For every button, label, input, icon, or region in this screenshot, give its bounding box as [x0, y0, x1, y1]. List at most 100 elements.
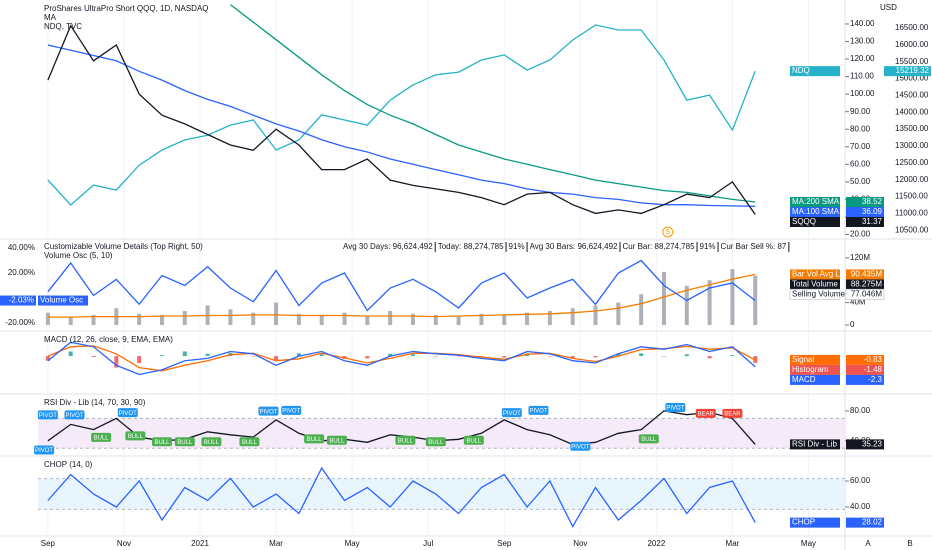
series-line	[47, 44, 756, 207]
bar	[45, 356, 50, 361]
signal-tag	[91, 432, 112, 442]
y-tick-label: 40M	[850, 298, 866, 307]
signal-label: PIVOT	[666, 406, 684, 412]
tag-name-box	[790, 216, 840, 227]
signal-label: PIVOT	[35, 448, 53, 454]
volume-stat: Cur Bar: 88,274,785	[622, 242, 695, 251]
series-line	[47, 24, 756, 215]
bar	[547, 310, 552, 325]
signal-tag	[304, 434, 325, 444]
bar	[137, 313, 142, 325]
y2-tick-label: 16000.00	[895, 40, 929, 49]
bar	[159, 314, 164, 325]
tag-name: Histogram	[792, 365, 829, 374]
bar	[228, 309, 233, 325]
volume-stat: Cur Bar Sell %: 87	[721, 242, 787, 251]
signal-label: BULL	[128, 434, 144, 440]
tag-value: 28.02	[862, 518, 883, 527]
signal-tag	[501, 408, 522, 418]
bar	[616, 302, 621, 325]
marks	[38, 4, 845, 528]
tag-name: Total Volume	[792, 280, 838, 289]
bar	[388, 353, 393, 357]
y-tick-label: 0	[850, 320, 855, 329]
bar	[684, 354, 689, 357]
signal-tag	[695, 408, 716, 418]
pane-subtitle: MA	[44, 13, 57, 22]
y2-tick-label: 40.00%	[8, 243, 35, 252]
signal-label: BULL	[242, 440, 258, 446]
y-tick-label: 80.00	[850, 124, 871, 133]
tag-name: NDQ	[792, 66, 810, 75]
tag-value-box	[846, 206, 884, 217]
annotation-text: S	[665, 229, 670, 236]
tag-name-box	[790, 517, 840, 528]
bar	[365, 316, 370, 325]
signal-tag	[395, 435, 416, 445]
signal-label: BEAR	[724, 412, 741, 418]
tag-value: 38.52	[862, 197, 883, 206]
signal-label: PIVOT	[282, 409, 300, 415]
bar	[159, 355, 164, 357]
x-tick-label: Sep	[497, 539, 512, 548]
tag-value: -1.48	[864, 365, 883, 374]
pane-title: ProShares UltraPro Short QQQ, 1D, NASDAQ	[44, 4, 209, 13]
bar	[570, 356, 575, 359]
series-line	[47, 24, 756, 206]
series-line	[47, 341, 756, 376]
pane-title: RSI Div - Lib (14, 70, 30, 90)	[44, 398, 146, 407]
signal-tag	[638, 434, 659, 444]
y-tick-label: 40.00	[850, 502, 871, 511]
series-line	[47, 259, 756, 312]
bar	[433, 314, 438, 325]
x-tick-label: May	[801, 539, 816, 548]
signal-tag	[201, 437, 222, 447]
y-tick-label: 130.00	[850, 37, 875, 46]
signal-label: BULL	[641, 437, 657, 443]
volume-stat: Avg 30 Days: 96,624,492	[343, 242, 433, 251]
x-tick-label: 2021	[191, 539, 209, 548]
tag-name-box	[790, 66, 840, 77]
signal-label: BULL	[398, 438, 414, 444]
tag-value: -2.03%	[9, 296, 34, 305]
tag-value: 77.046M	[851, 290, 882, 299]
pane-title: MACD (12, 26, close, 9, EMA, EMA)	[44, 335, 173, 344]
signal-label: BULL	[428, 440, 444, 446]
y2-tick-label: 14000.00	[895, 107, 929, 116]
bar	[525, 312, 530, 325]
bar	[730, 355, 735, 357]
signal-tag	[117, 408, 138, 418]
bar	[182, 351, 187, 357]
tag-value: -2.3	[868, 375, 882, 384]
bar	[114, 356, 119, 368]
volume-stat: Today: 88,274,785	[438, 242, 504, 251]
y-tick-label: 120.00	[850, 54, 875, 63]
pane-subtitle: NDQ, TVC	[44, 22, 82, 31]
bar	[296, 313, 301, 325]
bar	[410, 354, 415, 357]
series-line	[47, 345, 756, 372]
y-tick-label: 70.00	[850, 142, 871, 151]
bar	[137, 356, 142, 363]
bar	[251, 312, 256, 325]
control-button[interactable]: A	[865, 539, 871, 548]
signal-tag	[64, 410, 85, 420]
y-tick-label: 140.00	[850, 19, 875, 28]
tag-value-box	[845, 288, 885, 300]
series-line	[230, 4, 756, 203]
signal-tag	[258, 406, 279, 416]
tag-name: MA:200 SMA	[792, 197, 840, 206]
tag-name: RSI Div - Lib	[792, 439, 837, 448]
y-tick-label: 60.00	[850, 159, 871, 168]
control-button[interactable]: B	[907, 539, 912, 548]
signal-label: PIVOT	[529, 409, 547, 415]
signal-label: BULL	[177, 440, 193, 446]
bar	[707, 356, 712, 359]
y-tick-label: 90.00	[850, 107, 871, 116]
bar	[570, 308, 575, 325]
x-tick-label: Nov	[573, 539, 587, 548]
signal-label: BEAR	[698, 412, 715, 418]
y2-tick-label: 15500.00	[895, 57, 929, 66]
tag-name: MACD	[792, 375, 816, 384]
